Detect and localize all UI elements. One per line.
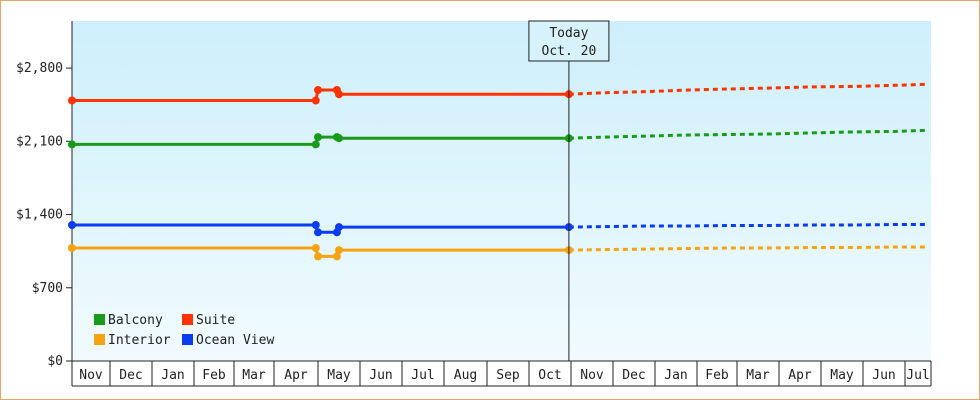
x-tick-label: Jul bbox=[906, 368, 929, 383]
y-axis: $0 $700 $1,400 $2,100 $2,800 bbox=[16, 21, 73, 369]
x-tick-label: Nov bbox=[580, 368, 604, 383]
series-ocean-view bbox=[68, 221, 926, 237]
series-forecast-line bbox=[568, 82, 926, 96]
x-tick-label: Dec bbox=[119, 368, 142, 383]
legend-swatch bbox=[182, 334, 193, 345]
today-date-label: Oct. 20 bbox=[542, 44, 597, 59]
series-point bbox=[68, 244, 76, 252]
legend: Balcony Suite Interior Ocean View bbox=[94, 313, 274, 348]
legend-swatch bbox=[94, 334, 105, 345]
x-tick-label: Nov bbox=[79, 368, 103, 383]
series-forecast-line bbox=[568, 223, 926, 229]
x-axis: Nov Dec Jan Feb Mar Apr May Jun Jul Aug Sep Oct Nov D… bbox=[71, 360, 932, 387]
series-point bbox=[314, 228, 322, 237]
series-actual-line bbox=[72, 223, 569, 234]
legend-swatch bbox=[94, 314, 105, 325]
x-tick-label: Dec bbox=[622, 368, 645, 383]
series-lines bbox=[68, 82, 926, 261]
series-point bbox=[332, 252, 341, 261]
series-forecast-line bbox=[568, 128, 926, 140]
series-interior bbox=[68, 244, 926, 261]
x-tick-label: May bbox=[327, 368, 351, 383]
series-forecast-line bbox=[568, 245, 926, 252]
series-point bbox=[311, 96, 320, 105]
today-marker: Today Oct. 20 bbox=[528, 20, 610, 361]
legend-label: Ocean View bbox=[196, 333, 274, 348]
legend-label: Suite bbox=[196, 313, 235, 328]
y-tick-label: $1,400 bbox=[16, 208, 63, 223]
series-point bbox=[311, 244, 320, 252]
series-point bbox=[335, 223, 343, 232]
series-balcony bbox=[68, 128, 926, 149]
x-tick-label: Jun bbox=[872, 368, 895, 383]
x-tick-label: Sep bbox=[496, 368, 520, 383]
series-point bbox=[68, 96, 76, 105]
series-point bbox=[311, 221, 320, 229]
series-point bbox=[335, 90, 343, 99]
x-tick-label: Mar bbox=[242, 368, 266, 383]
y-tick-label: $2,800 bbox=[16, 61, 63, 76]
series-actual-line bbox=[72, 88, 569, 102]
legend-label: Interior bbox=[108, 333, 171, 348]
legend-label: Balcony bbox=[108, 313, 163, 328]
today-box bbox=[528, 20, 610, 62]
series-point bbox=[314, 86, 322, 94]
y-tick-label: $700 bbox=[32, 281, 63, 296]
series-actual-line bbox=[72, 135, 569, 146]
series-actual-line bbox=[72, 246, 569, 258]
series-point bbox=[335, 134, 343, 143]
x-tick-label: Mar bbox=[746, 368, 770, 383]
plot-background bbox=[72, 21, 931, 361]
series-suite bbox=[68, 82, 926, 105]
x-tick-label: Apr bbox=[788, 368, 812, 383]
legend-swatch bbox=[182, 314, 193, 325]
x-tick-label: Feb bbox=[705, 368, 729, 383]
x-tick-label: May bbox=[830, 368, 854, 383]
x-tick-label: Jul bbox=[411, 368, 434, 383]
x-tick-label: Oct bbox=[538, 368, 561, 383]
x-tick-label: Aug bbox=[454, 368, 477, 383]
series-point bbox=[314, 252, 322, 261]
y-tick-label: $2,100 bbox=[16, 134, 63, 149]
series-point bbox=[335, 246, 343, 255]
x-tick-label: Jan bbox=[161, 368, 184, 383]
series-point bbox=[68, 221, 76, 229]
x-tick-label: Apr bbox=[284, 368, 308, 383]
y-tick-label: $0 bbox=[47, 354, 63, 369]
series-point bbox=[68, 140, 76, 149]
x-tick-label: Feb bbox=[202, 368, 226, 383]
today-label: Today bbox=[549, 26, 588, 41]
series-point bbox=[311, 140, 320, 149]
series-point bbox=[314, 133, 322, 142]
x-tick-label: Jan bbox=[664, 368, 687, 383]
x-tick-label: Jun bbox=[369, 368, 392, 383]
